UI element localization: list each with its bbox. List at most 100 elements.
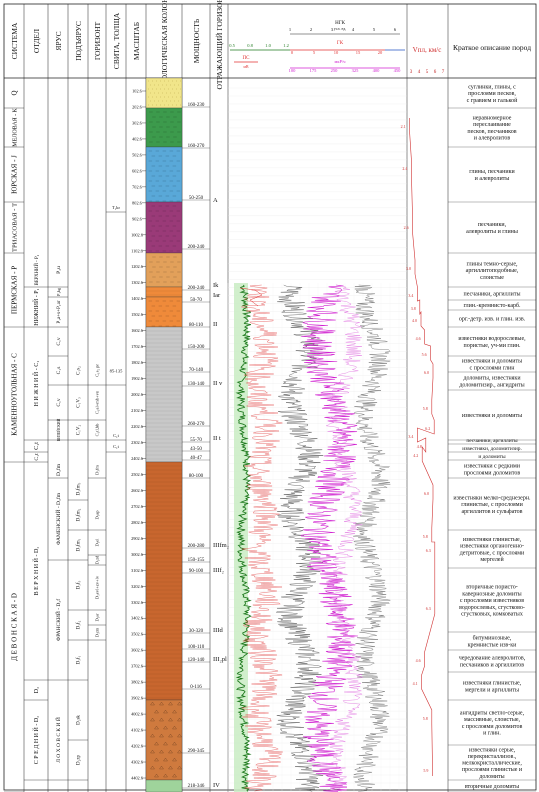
stage-label: P₂u [56,266,62,274]
green-tick: 0.8 [247,43,253,48]
lith-pattern-dot [162,92,163,94]
description-text: глин.-кремнисто-карб. [463,302,521,309]
lith-pattern-dot [166,92,167,94]
lith-pattern-tri [177,749,182,754]
description-line: алевролиты и глины [466,229,518,235]
lith-pattern-dot [150,100,151,102]
lith-pattern-dot [180,88,181,90]
ngk-tick: 2 [310,27,312,32]
ngk-curve [235,284,252,792]
lith-pattern-dot [158,100,159,102]
header-velocity: Vпл, км/с [413,46,442,54]
ps-tick: 450 [394,68,402,73]
velocity-label: 5.8 [423,716,428,721]
suite-label: C₁t [113,433,120,438]
description-line: прослоями песков, [468,91,516,97]
depth-label: 2502.6 [131,472,144,477]
description-line: и алевролиты [475,176,510,182]
lith-pattern-tri [159,717,164,722]
description-line: известняки и доломиты [462,413,522,419]
lith-pattern-tri [172,757,177,762]
depth-label: 1302.6 [131,280,144,285]
lith-pattern-dot [148,96,149,98]
lith-pattern-dot [166,84,167,86]
horizon-label: D₃evl+zv+lv [95,575,100,599]
ngk-unit: усл. ед. [334,26,347,31]
lith-pattern-tri [163,757,168,762]
gk-tick: 10 [334,50,339,55]
thickness-label: 100-110 [188,645,205,650]
lith-pattern-dot [176,96,177,98]
depth-label: 3102.6 [131,568,144,573]
description-line: известняки глинистые, [463,681,522,687]
lith-pattern-dot [162,84,163,86]
lith-pattern-dot [152,96,153,98]
horizon-label: D₃sr [95,613,100,622]
green-tick: 0.5 [229,43,235,48]
lith-pattern-tri [168,733,173,738]
system-label: КАМЕННОУГОЛЬНАЯ - С [10,353,18,436]
lithology-column [145,77,183,792]
lith-pattern-dot [174,84,175,86]
depth-label: 4202.6 [131,744,144,749]
description-line: слоистые [480,275,504,281]
lith-pattern-tri [172,709,177,714]
description-text: известняки глинистые, известняки органоге… [460,537,525,563]
lith-pattern-dot [154,92,155,94]
description-line: известняки серые, [469,747,516,753]
velocity-label: 2.1 [401,124,406,129]
department-label: C₁t [34,453,40,461]
depth-label: 2202.6 [131,424,144,429]
stage-label: C₁s [56,367,62,375]
lith-pattern-dot [172,88,173,90]
lith-pattern-tri [159,701,164,706]
description-line: чередование алевролитов, [459,656,526,662]
description-line: песчаников и аргиллитов [460,662,524,668]
suite-label: C₁t [113,444,120,449]
velocity-label: 3.8 [411,306,416,311]
description-line: песчаники, [478,222,507,228]
ngk-tick: 4 [352,27,355,32]
lith-pattern-dot [168,96,169,98]
depth-label: 302.6 [132,120,143,125]
ps-tick: 175 [310,68,318,73]
depth-label: 2002.6 [131,392,144,397]
velocity-scale-tick: 6 [434,70,437,75]
velocity-label: 6.0 [424,491,429,496]
depth-label: 802.6 [132,200,143,205]
header-sca: МАСШТАБ [132,22,141,60]
description-text: известняки и доломиты с прослоями глин [462,359,522,372]
depth-label: 3002.6 [131,552,144,557]
lith-pattern-dot [170,92,171,94]
depth-label: 1602.6 [131,328,144,333]
lithology-layer [145,699,183,781]
description-line: и глин. [483,731,501,737]
ps-curve-b [326,284,363,792]
suite-label: T₁kr [112,205,121,210]
well-log-curves [227,87,407,792]
description-line: вторичные пористо- [466,585,518,591]
description-line: вторичные доломиты [465,784,519,790]
lith-pattern-tri [154,773,159,778]
depth-label: 3302.6 [131,600,144,605]
stage-label: C₁v [56,337,62,346]
lith-pattern-dot [152,88,153,90]
lithology-layer [145,252,183,288]
horizon-label: C₁tl,bb [95,423,101,436]
lith-pattern-tri [163,773,168,778]
velocity-label: 5.9 [423,768,428,773]
lith-pattern-dot [156,96,157,98]
lith-pattern-tri [163,741,168,746]
ngk-tick: 5 [373,27,376,32]
lith-pattern-tri [150,765,155,770]
depth-label: 2602.6 [131,488,144,493]
lith-pattern-tri [159,765,164,770]
description-text: известняки водорослевые, пористые, уч-ми … [458,336,526,349]
description-line: глинистые, с прослоями [461,502,523,508]
column-headers: СИСТЕМА ОТДЕЛ ЯРУС ПОДЪЯРУС ГОРИЗОНТ СВИТА, Т… [10,0,531,95]
lith-pattern-tri [177,765,182,770]
green-tick: 1.0 [265,43,271,48]
description-text: известняки, доломитизир. [462,446,522,452]
lith-pattern-tri [154,757,159,762]
